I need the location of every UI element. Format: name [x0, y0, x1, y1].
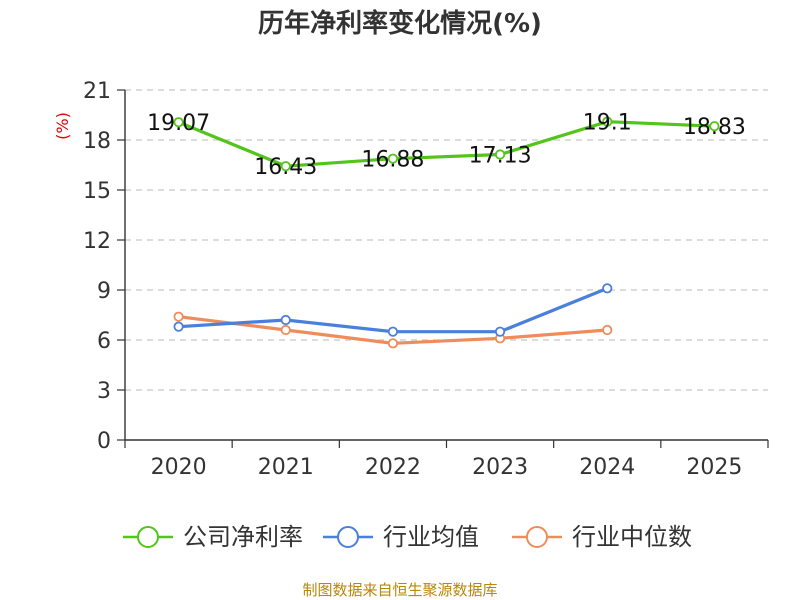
data-label: 18.83 [683, 115, 746, 140]
x-tick-label: 2024 [579, 455, 635, 480]
legend-marker-2 [526, 526, 548, 548]
data-point-1 [280, 314, 291, 326]
x-tick-label: 2021 [258, 455, 314, 480]
data-label: 19.07 [147, 111, 210, 136]
y-tick-label: 6 [97, 329, 111, 354]
x-tick-label: 2020 [151, 455, 207, 480]
gridlines [125, 89, 768, 391]
data-point-2 [602, 324, 613, 336]
data-point-1 [387, 326, 399, 337]
data-point-1 [602, 283, 613, 294]
y-tick-label: 18 [83, 129, 111, 154]
y-tick-label: 0 [97, 429, 111, 454]
legend-label-0: 公司净利率 [183, 523, 303, 551]
y-tick-label: 12 [83, 229, 111, 254]
data-point-2 [280, 324, 291, 336]
legend-label-2: 行业中位数 [572, 523, 692, 551]
y-tick-label: 15 [83, 179, 111, 204]
data-point-0 [280, 161, 291, 172]
data-point-1 [173, 321, 184, 332]
data-label: 19.1 [583, 111, 632, 136]
data-labels: 19.07 16.43 16.88 17.13 19.1 18.83 [147, 111, 746, 181]
data-point-1 [494, 326, 506, 337]
y-tick-label: 3 [97, 379, 111, 404]
source-note: 制图数据来自恒生聚源数据库 [302, 581, 497, 599]
series-line-0 [177, 120, 715, 168]
axes [117, 89, 769, 448]
data-point-2 [387, 338, 399, 349]
y-tick-labels: 0 3 6 9 12 15 18 21 [83, 79, 111, 454]
chart-title: 历年净利率变化情况(%) [258, 8, 542, 39]
x-tick-labels: 2020 2021 2022 2023 2024 2025 [151, 455, 743, 480]
data-point-0 [602, 116, 613, 127]
data-label: 16.88 [361, 148, 424, 173]
data-label: 16.43 [254, 155, 317, 180]
legend-label-1: 行业均值 [383, 523, 479, 551]
legend: 公司净利率 行业均值 行业中位数 [123, 523, 692, 551]
data-point-2 [173, 311, 184, 322]
y-tick-label: 9 [97, 279, 111, 304]
x-tick-label: 2025 [686, 455, 742, 480]
data-label: 17.13 [469, 144, 532, 169]
x-tick-label: 2023 [472, 455, 528, 480]
legend-marker-1 [337, 526, 359, 548]
data-point-0 [173, 117, 184, 128]
x-tick-label: 2022 [365, 455, 421, 480]
y-tick-label: 21 [83, 79, 111, 104]
series-lines [173, 116, 720, 349]
legend-marker-0 [137, 526, 159, 548]
data-point-0 [387, 153, 399, 164]
data-point-0 [494, 149, 506, 160]
data-point-0 [709, 121, 720, 132]
y-axis-unit-label: (%) [53, 112, 72, 140]
